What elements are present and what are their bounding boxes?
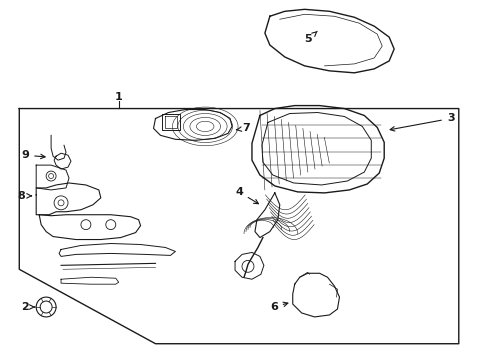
Text: 4: 4: [235, 187, 258, 204]
Text: 8: 8: [18, 191, 31, 201]
Text: 6: 6: [270, 302, 288, 312]
Text: 1: 1: [115, 92, 122, 102]
Text: 9: 9: [22, 150, 45, 160]
Text: 7: 7: [236, 123, 250, 134]
Text: 3: 3: [390, 113, 454, 131]
Text: 2: 2: [22, 302, 35, 312]
Text: 5: 5: [305, 31, 317, 44]
